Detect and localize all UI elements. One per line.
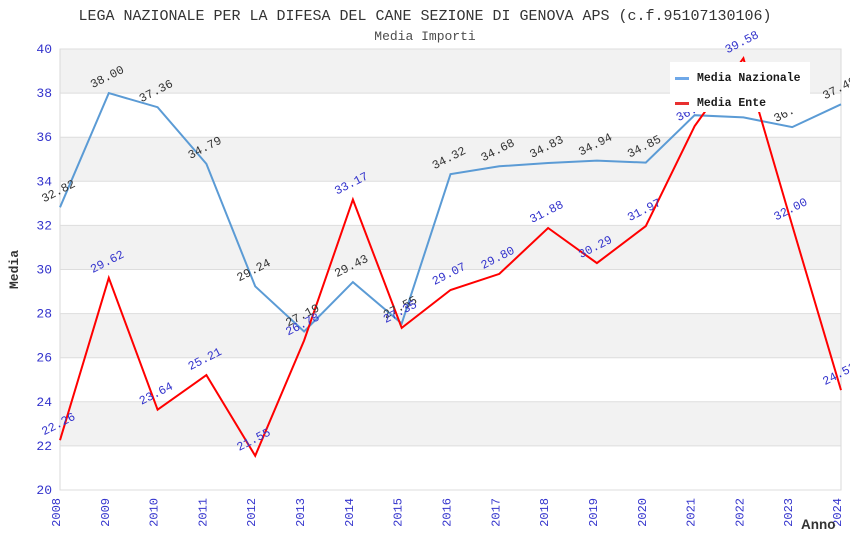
svg-text:2013: 2013 xyxy=(294,498,308,527)
svg-text:2015: 2015 xyxy=(392,498,406,527)
svg-text:Media: Media xyxy=(7,250,22,289)
svg-text:2014: 2014 xyxy=(343,498,357,527)
svg-text:2019: 2019 xyxy=(587,498,601,527)
svg-text:2022: 2022 xyxy=(733,498,747,527)
svg-text:22: 22 xyxy=(36,439,52,454)
svg-text:28: 28 xyxy=(36,307,52,322)
svg-text:2012: 2012 xyxy=(245,498,259,527)
svg-text:2021: 2021 xyxy=(685,498,699,527)
svg-text:36: 36 xyxy=(36,130,52,145)
svg-text:2009: 2009 xyxy=(99,498,113,527)
svg-text:32: 32 xyxy=(36,218,52,233)
svg-text:2017: 2017 xyxy=(489,498,503,527)
svg-text:2016: 2016 xyxy=(441,498,455,527)
svg-text:2010: 2010 xyxy=(148,498,162,527)
svg-text:34: 34 xyxy=(36,174,52,189)
svg-text:2020: 2020 xyxy=(636,498,650,527)
svg-text:2008: 2008 xyxy=(50,498,64,527)
svg-text:2023: 2023 xyxy=(782,498,796,527)
svg-text:20: 20 xyxy=(36,483,52,498)
svg-text:24: 24 xyxy=(36,395,52,410)
svg-text:40: 40 xyxy=(36,42,52,57)
svg-text:2011: 2011 xyxy=(196,498,210,527)
svg-text:26: 26 xyxy=(36,351,52,366)
svg-text:Anno: Anno xyxy=(801,517,836,532)
svg-text:30: 30 xyxy=(36,263,52,278)
svg-text:2018: 2018 xyxy=(538,498,552,527)
svg-text:38: 38 xyxy=(36,86,52,101)
